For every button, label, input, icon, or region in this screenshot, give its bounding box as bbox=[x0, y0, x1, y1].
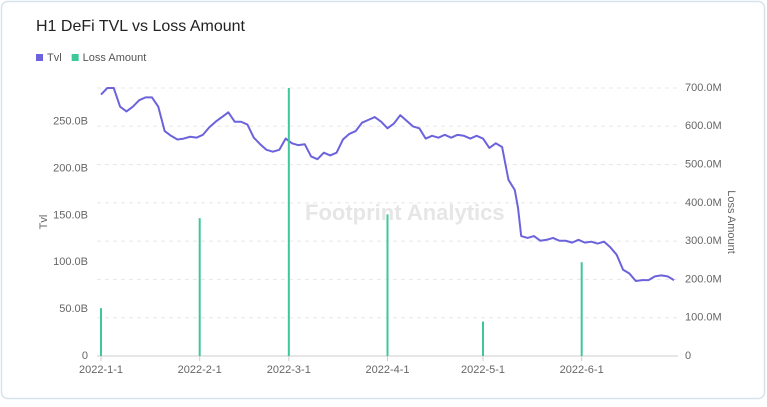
y-tick-label: 200.0B bbox=[53, 162, 88, 174]
y2-tick-label: 700.0M bbox=[685, 82, 722, 94]
y2-tick-label: 300.0M bbox=[685, 235, 722, 247]
x-tick-label: 2022-5-1 bbox=[461, 364, 505, 376]
bar bbox=[482, 321, 484, 356]
y2-tick-label: 200.0M bbox=[685, 273, 722, 285]
legend-swatch bbox=[71, 54, 79, 61]
y2-tick-label: 400.0M bbox=[685, 197, 722, 209]
line bbox=[100, 87, 675, 283]
bar bbox=[580, 262, 583, 356]
x-tick-label: 2022-1-1 bbox=[79, 364, 123, 376]
legend-label: Loss Amount bbox=[83, 52, 147, 64]
y-tick-label: 0 bbox=[82, 350, 88, 362]
legend-swatch bbox=[36, 54, 43, 61]
y2-tick-label: 100.0M bbox=[685, 312, 722, 324]
y2-tick-label: 0 bbox=[685, 350, 691, 362]
bar bbox=[198, 218, 201, 356]
legend-label: Tvl bbox=[47, 52, 62, 64]
x-tick-label: 2022-3-1 bbox=[267, 364, 311, 376]
x-tick-label: 2022-2-1 bbox=[178, 364, 222, 376]
y2-tick-label: 500.0M bbox=[685, 158, 722, 170]
y-tick-label: 250.0B bbox=[53, 116, 88, 128]
y-axis-title: Tvl bbox=[38, 215, 50, 230]
y2-axis-title: Loss Amount bbox=[725, 190, 737, 254]
bar bbox=[386, 214, 389, 356]
watermark: Footprint Analytics bbox=[305, 200, 505, 225]
bar bbox=[100, 308, 102, 356]
x-tick-label: 2022-4-1 bbox=[365, 364, 409, 376]
y2-tick-label: 600.0M bbox=[685, 120, 722, 132]
bar bbox=[287, 88, 290, 356]
y-tick-label: 150.0B bbox=[53, 209, 88, 221]
chart-title: H1 DeFi TVL vs Loss Amount bbox=[36, 18, 246, 35]
x-tick-label: 2022-6-1 bbox=[560, 364, 604, 376]
y-tick-label: 100.0B bbox=[53, 256, 88, 268]
y-tick-label: 50.0B bbox=[59, 303, 88, 315]
